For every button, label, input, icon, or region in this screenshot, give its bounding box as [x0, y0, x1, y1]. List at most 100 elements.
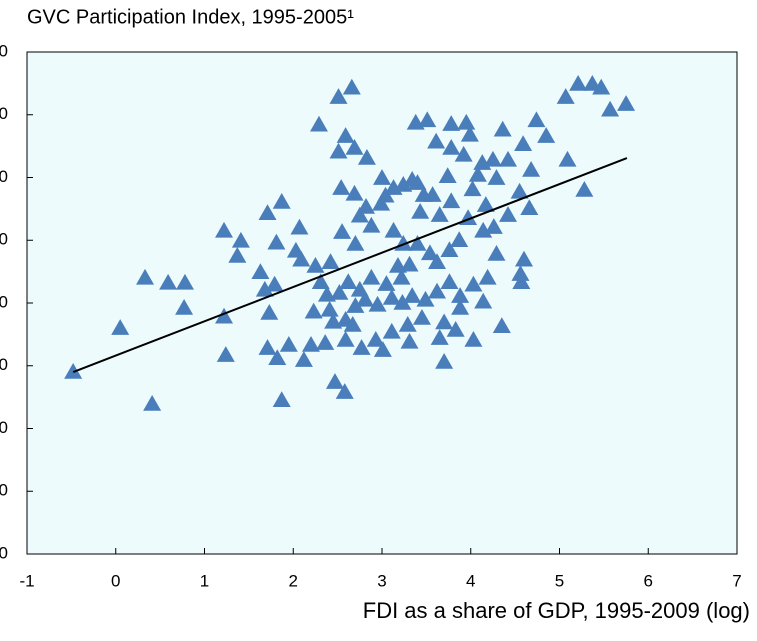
- point: [64, 363, 83, 379]
- point: [411, 203, 430, 219]
- y-tick-label: 60: [0, 167, 8, 186]
- point: [484, 218, 503, 234]
- x-tick-label: 6: [644, 571, 653, 590]
- point: [527, 111, 546, 128]
- point: [442, 115, 461, 131]
- point: [368, 295, 387, 312]
- point: [290, 218, 309, 235]
- y-tick-label: 50: [0, 230, 8, 249]
- point: [175, 273, 194, 290]
- point: [483, 150, 502, 167]
- point: [418, 111, 437, 128]
- point: [454, 145, 473, 162]
- point: [430, 329, 449, 345]
- point: [320, 300, 339, 317]
- point: [412, 309, 431, 325]
- point: [159, 273, 178, 290]
- point: [435, 313, 454, 330]
- point: [398, 315, 417, 332]
- point: [420, 244, 439, 261]
- x-tick-label: 0: [111, 571, 120, 590]
- point: [306, 256, 325, 273]
- point: [450, 231, 469, 247]
- point: [325, 373, 344, 389]
- point: [460, 125, 479, 142]
- point: [260, 304, 279, 320]
- point: [215, 307, 234, 324]
- point: [617, 95, 636, 111]
- point: [372, 194, 391, 211]
- point: [268, 349, 287, 365]
- point: [451, 299, 470, 315]
- point: [309, 115, 328, 132]
- x-tick-label: 3: [377, 571, 386, 590]
- point: [394, 176, 413, 192]
- point: [216, 346, 235, 362]
- point: [400, 255, 419, 272]
- point: [136, 268, 155, 285]
- x-tick-label: 2: [289, 571, 298, 590]
- point: [474, 292, 493, 309]
- point: [499, 150, 518, 167]
- point: [352, 339, 371, 355]
- point: [487, 169, 506, 185]
- point: [324, 312, 343, 329]
- point: [558, 150, 577, 167]
- x-tick-label: 4: [466, 571, 475, 590]
- point: [440, 273, 459, 290]
- point: [512, 273, 531, 290]
- point: [265, 275, 284, 292]
- point: [522, 160, 541, 177]
- point: [392, 268, 411, 285]
- point: [440, 241, 459, 258]
- x-tick-label: -1: [19, 571, 34, 590]
- point: [428, 253, 447, 269]
- point: [464, 331, 483, 347]
- point: [408, 174, 427, 190]
- point: [304, 302, 323, 319]
- plot-area: [26, 51, 738, 555]
- point: [492, 317, 511, 333]
- point: [316, 334, 335, 350]
- point: [510, 182, 529, 199]
- point: [143, 395, 162, 411]
- y-tick-label: 40: [0, 292, 8, 311]
- point: [464, 275, 483, 292]
- point: [423, 186, 442, 202]
- point: [267, 233, 286, 250]
- point: [258, 339, 277, 355]
- point: [457, 113, 476, 130]
- point: [339, 273, 358, 290]
- point: [427, 132, 446, 149]
- point: [468, 165, 487, 182]
- point: [556, 88, 575, 104]
- point: [438, 167, 457, 183]
- point: [329, 88, 348, 104]
- point: [514, 135, 533, 151]
- point: [575, 181, 594, 197]
- point: [321, 253, 340, 269]
- point: [362, 268, 381, 285]
- point: [345, 184, 364, 201]
- point: [451, 287, 470, 303]
- point: [272, 391, 291, 408]
- point: [333, 223, 352, 239]
- point: [350, 206, 369, 223]
- point: [330, 283, 349, 300]
- point: [520, 199, 539, 215]
- point: [442, 139, 461, 155]
- point: [478, 268, 497, 285]
- point: [228, 246, 247, 263]
- point: [357, 197, 376, 214]
- point: [511, 265, 530, 281]
- point: [175, 299, 194, 315]
- point: [357, 149, 376, 165]
- point: [476, 196, 495, 212]
- point: [377, 275, 396, 291]
- x-tick-label: 1: [200, 571, 209, 590]
- point: [332, 179, 351, 195]
- point: [601, 100, 620, 117]
- point: [373, 169, 391, 185]
- y-tick-label: 10: [0, 481, 8, 500]
- point: [292, 250, 311, 267]
